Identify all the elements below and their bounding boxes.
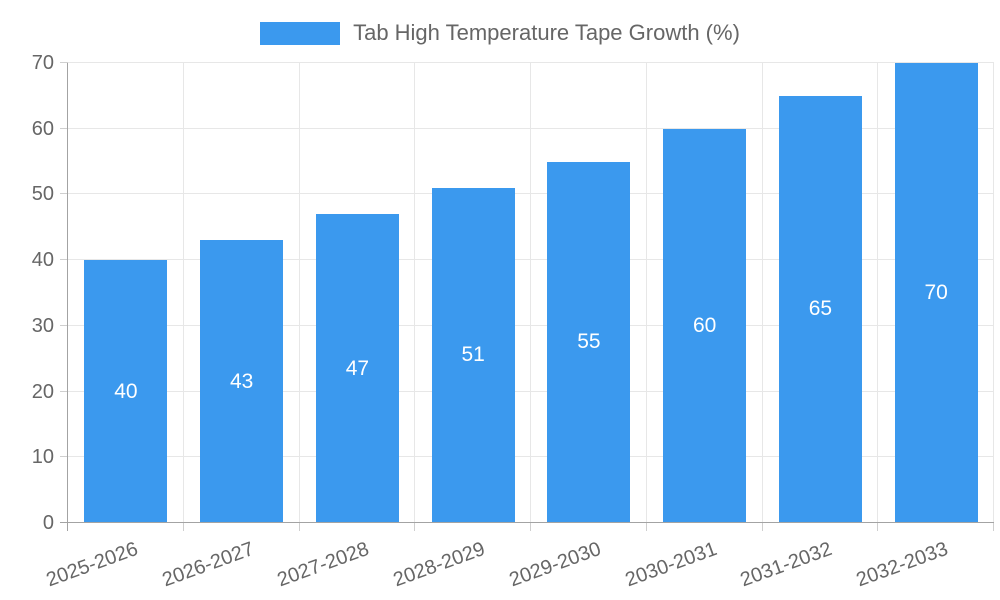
x-axis-tick-label: 2025-2026: [43, 537, 141, 592]
x-axis-tick-label: 2030-2031: [622, 537, 720, 592]
y-tick-mark: [60, 259, 68, 261]
x-tick-mark: [182, 523, 184, 531]
y-tick-mark: [60, 62, 68, 63]
bar-value-label: 70: [924, 281, 948, 304]
gridline-horizontal: [68, 127, 994, 129]
bar[interactable]: [84, 260, 168, 523]
y-tick-mark: [60, 456, 68, 458]
gridline-horizontal: [68, 193, 994, 195]
y-tick-mark: [60, 324, 68, 326]
y-axis-line: [67, 63, 68, 531]
x-axis-tick-label: 2026-2027: [159, 537, 257, 592]
bar[interactable]: [894, 63, 978, 523]
y-axis-tick-label: 50: [31, 183, 54, 206]
x-axis-tick-label: 2031-2032: [737, 537, 836, 592]
gridline-horizontal: [68, 390, 994, 392]
legend-label: Tab High Temperature Tape Growth (%): [353, 20, 740, 45]
y-axis-tick-label: 40: [31, 249, 54, 272]
bar-value-label: 47: [345, 356, 370, 380]
x-axis-tick-label: 2029-2030: [506, 537, 604, 592]
gridline-vertical: [645, 63, 647, 523]
y-axis-tick-label: 10: [31, 446, 54, 469]
y-axis-tick-label: 20: [31, 380, 54, 403]
bar[interactable]: [663, 128, 747, 523]
bar[interactable]: [431, 187, 515, 523]
x-tick-mark: [530, 523, 531, 531]
bar-value-label: 55: [577, 330, 601, 354]
gridline-vertical: [530, 63, 531, 523]
bar[interactable]: [315, 214, 399, 523]
bar-value-label: 65: [808, 297, 833, 321]
x-tick-mark: [645, 523, 647, 531]
x-axis-tick-label: 2032-2033: [853, 537, 951, 592]
x-tick-mark: [414, 523, 416, 531]
bar[interactable]: [200, 240, 284, 523]
gridline-vertical: [182, 63, 184, 523]
bar[interactable]: [778, 95, 862, 523]
gridline-vertical: [414, 63, 416, 523]
y-tick-mark: [60, 193, 68, 195]
y-axis-tick-label: 0: [42, 512, 54, 534]
x-axis-tick-label: 2028-2029: [390, 537, 488, 592]
y-axis-tick-label: 70: [31, 52, 54, 74]
bar-value-label: 40: [114, 379, 138, 403]
chart-legend[interactable]: Tab High Temperature Tape Growth (%): [0, 20, 1000, 46]
bar[interactable]: [547, 161, 631, 523]
plot-area: 0 10 20 30 40 50 60 70 40 2025-2026 43 2026-2027 47 2…: [32, 52, 994, 591]
y-tick-mark: [60, 127, 68, 129]
x-tick-mark: [877, 523, 879, 531]
legend-swatch-icon: [260, 21, 341, 45]
gridline-vertical: [298, 63, 300, 523]
gridline-horizontal: [68, 324, 994, 326]
gridline-vertical: [993, 63, 994, 523]
x-axis-line: [60, 522, 994, 523]
y-axis-tick-label: 30: [31, 314, 54, 337]
y-tick-mark: [60, 390, 68, 392]
x-tick-mark: [761, 523, 763, 531]
bar-value-label: 43: [229, 369, 254, 393]
bar-value-label: 60: [692, 313, 717, 337]
x-axis-tick-label: 2027-2028: [274, 537, 373, 592]
gridline-horizontal: [68, 259, 994, 261]
x-tick-mark: [298, 523, 300, 531]
bar-value-label: 51: [461, 343, 485, 367]
gridline-horizontal: [68, 456, 994, 458]
gridline-horizontal: [68, 62, 994, 63]
gridline-vertical: [761, 63, 763, 523]
y-axis-tick-label: 60: [31, 117, 54, 140]
gridline-vertical: [877, 63, 879, 523]
x-tick-mark: [993, 523, 994, 531]
